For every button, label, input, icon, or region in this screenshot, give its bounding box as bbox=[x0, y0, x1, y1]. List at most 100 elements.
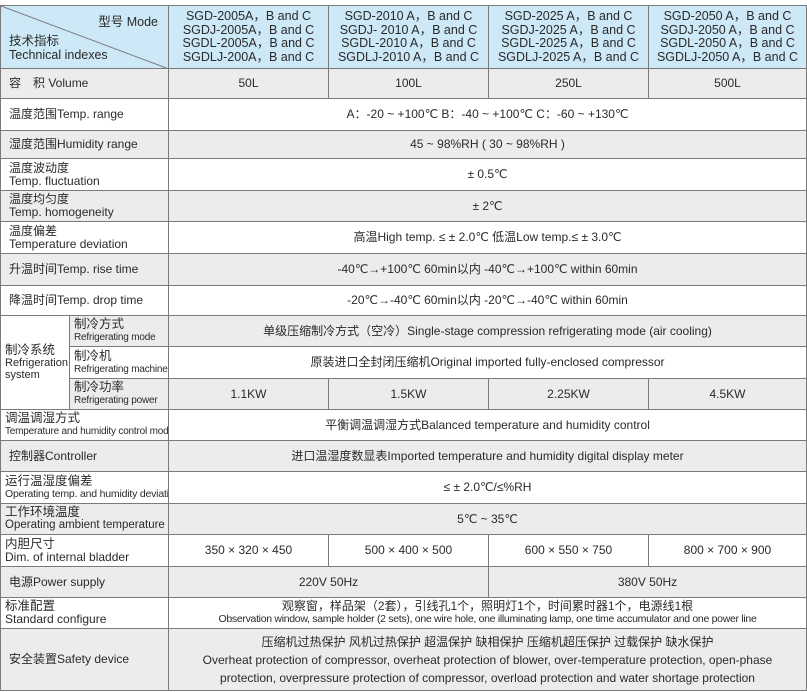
row-drop-time: 降温时间Temp. drop time -20℃→-40℃ 60min以内 -2… bbox=[0, 285, 807, 316]
table-cell: 调温调湿方式 Temperature and humidity control m… bbox=[0, 409, 169, 441]
rows-standard-config-value-zh: 观察窗，样品架（2套），引线孔1个，照明灯1个，时间累时器1个，电源线1根 bbox=[281, 599, 694, 613]
header-models-1-2: SGDL-2010 A，B and C bbox=[341, 36, 476, 50]
model-column-4: SGD-2050 A，B and C SGDJ-2050 A，B and C SGD… bbox=[648, 5, 807, 69]
rows-refrigeration-power-label-en: Refrigerating power bbox=[74, 395, 158, 406]
rows-volume-values-2: 250L bbox=[488, 68, 649, 99]
rows-temp-range-value: A：-20 ~ +100℃ B：-40 ~ +100℃ C：-60 ~ +130… bbox=[168, 98, 807, 131]
header-models-3-1: SGDJ-2050 A，B and C bbox=[660, 22, 795, 37]
rows-volume-values-1: 100L bbox=[328, 68, 489, 99]
row-operating-deviation: 运行温湿度偏差 Operating temp. and humidity devi… bbox=[0, 471, 807, 504]
row-power-supply: 电源Power supply 220V 50Hz 380V 50Hz bbox=[0, 566, 807, 598]
rows-standard-config-value-en: Observation window, sample holder (2 set… bbox=[218, 613, 757, 625]
row-refrigerating-power: 制冷功率 Refrigerating power 1.1KW 1.5KW 2.25… bbox=[1, 378, 807, 410]
rows-refrigeration-power-label-zh: 制冷功率 bbox=[74, 380, 125, 394]
row-bladder: 内胆尺寸 Dim. of internal bladder 350 × 320 ×… bbox=[0, 534, 807, 567]
rows-temp-deviation-label-en: Temperature deviation bbox=[9, 236, 128, 251]
rows-refrigeration-machine-value: 原装进口全封闭压缩机Original imported fully-enclos… bbox=[168, 346, 807, 379]
rows-refrigeration-machine-label-en: Refrigerating machine bbox=[74, 363, 168, 375]
rows-bladder-values-1: 500 × 400 × 500 bbox=[328, 534, 489, 567]
rows-humidity-range-value: 45 ~ 98%RH ( 30 ~ 98%RH ) bbox=[168, 130, 807, 159]
rows-temp-deviation-value: 高温High temp. ≤ ± 2.0℃ 低温Low temp.≤ ± 3.0… bbox=[168, 221, 807, 254]
header-models-0-3: SGDLJ-200A，B and C bbox=[182, 49, 315, 64]
refrigeration-system-label: 制冷系统 Refrigeration system bbox=[0, 315, 70, 410]
table-cell: 压缩机过热保护 风机过热保护 超温保护 缺相保护 压缩机超压保护 过载保护 缺水… bbox=[168, 628, 807, 691]
header-corner: 型号 Mode 技术指标 Technical indexes bbox=[0, 5, 169, 69]
row-rise-time: 升温时间Temp. rise time -40℃→+100℃ 60min以内 -… bbox=[0, 253, 807, 286]
header-models-1-3: SGDLJ-2010 A，B and C bbox=[337, 49, 480, 64]
header-models-0-1: SGDJ-2005A，B and C bbox=[182, 22, 315, 37]
header-models-1-1: SGDJ- 2010 A，B and C bbox=[339, 22, 478, 37]
rows-ambient-temp-label-zh: 工作环境温度 bbox=[5, 505, 81, 519]
rows-control-mode-value: 平衡调温调湿方式Balanced temperature and humidit… bbox=[168, 409, 807, 441]
rows-volume-values-0: 50L bbox=[168, 68, 329, 99]
rows-temp-deviation-label-zh: 温度偏差 bbox=[9, 223, 58, 238]
rows-drop-time-label: 降温时间Temp. drop time bbox=[0, 285, 169, 316]
rows-temp-homogeneity-label-en: Temp. homogeneity bbox=[9, 205, 114, 219]
table-cell: 温度波动度 Temp. fluctuation bbox=[0, 158, 169, 191]
rows-refrigeration-power-values-2: 2.25KW bbox=[488, 378, 649, 410]
rows-temp-homogeneity-value: ± 2℃ bbox=[168, 190, 807, 222]
row-standard-config: 标准配置 Standard configure 观察窗，样品架（2套），引线孔1个… bbox=[0, 597, 807, 629]
rows-standard-config-label-zh: 标准配置 bbox=[5, 599, 56, 613]
rows-operating-deviation-value: ≤ ± 2.0℃/≤%RH bbox=[168, 471, 807, 504]
mode-label: 型号 Mode bbox=[98, 15, 158, 29]
rows-bladder-values-2: 600 × 550 × 750 bbox=[488, 534, 649, 567]
row-safety: 安全装置Safety device 压缩机过热保护 风机过热保护 超温保护 缺相… bbox=[0, 628, 807, 691]
rows-power-supply-label: 电源Power supply bbox=[0, 566, 169, 598]
header-models-3-3: SGDLJ-2050 A，B and C bbox=[656, 49, 799, 64]
rows-operating-deviation-label-en: Operating temp. and humidity deviation bbox=[5, 487, 169, 500]
rows-rise-time-value: -40℃→+100℃ 60min以内 -40℃→+100℃ within 60m… bbox=[168, 253, 807, 286]
header-models-3-2: SGDL-2050 A，B and C bbox=[660, 36, 795, 50]
rows-volume-values-3: 500L bbox=[648, 68, 807, 99]
row-ambient-temp: 工作环境温度 Operating ambient temperature 5℃ ~… bbox=[0, 503, 807, 535]
rows-temp-fluctuation-value: ± 0.5℃ bbox=[168, 158, 807, 191]
rows-refrigeration-machine-label-zh: 制冷机 bbox=[74, 348, 112, 363]
row-humidity-range: 湿度范围Humidity range 45 ~ 98%RH ( 30 ~ 98%… bbox=[0, 130, 807, 159]
rows-bladder-values-0: 350 × 320 × 450 bbox=[168, 534, 329, 567]
index-label-en: Technical indexes bbox=[9, 48, 108, 62]
rows-temp-fluctuation-label-zh: 温度波动度 bbox=[9, 160, 70, 175]
table-cell: 观察窗，样品架（2套），引线孔1个，照明灯1个，时间累时器1个，电源线1根 Obs… bbox=[168, 597, 807, 629]
rows-refrigeration-power-values-0: 1.1KW bbox=[168, 378, 329, 410]
rows-refrigeration-power-values-1: 1.5KW bbox=[328, 378, 489, 410]
header-models-2-0: SGD-2025 A，B and C bbox=[504, 9, 633, 23]
rows-drop-time-value: -20℃→-40℃ 60min以内 -20℃→-40℃ within 60min bbox=[168, 285, 807, 316]
rows-refrigeration-label-zh: 制冷系统 bbox=[5, 343, 56, 357]
rows-humidity-range-label: 湿度范围Humidity range bbox=[0, 130, 169, 159]
row-refrigerating-machine: 制冷机 Refrigerating machine 原装进口全封闭压缩机Origi… bbox=[1, 346, 807, 379]
model-column-3: SGD-2025 A，B and C SGDJ-2025 A，B and C SGD… bbox=[488, 5, 649, 69]
rows-power-supply-values-0: 220V 50Hz bbox=[168, 566, 489, 598]
row-refrigerating-mode: 制冷系统 Refrigeration system 制冷方式 Refrigerati… bbox=[0, 315, 807, 410]
rows-ambient-temp-label-en: Operating ambient temperature bbox=[5, 519, 165, 531]
table-cell: 温度均匀度 Temp. homogeneity bbox=[0, 190, 169, 222]
table-cell: 制冷功率 Refrigerating power bbox=[69, 378, 169, 410]
model-column-2: SGD-2010 A，B and C SGDJ- 2010 A，B and C SG… bbox=[328, 5, 489, 69]
table-cell: 内胆尺寸 Dim. of internal bladder bbox=[0, 534, 169, 567]
table-cell: 运行温湿度偏差 Operating temp. and humidity devi… bbox=[0, 471, 169, 504]
header-models-0-2: SGDL-2005A，B and C bbox=[182, 36, 315, 50]
table-cell: 温度偏差 Temperature deviation bbox=[0, 221, 169, 254]
index-label-zh: 技术指标 bbox=[9, 34, 60, 48]
table-cell: 标准配置 Standard configure bbox=[0, 597, 169, 629]
header-models-2-2: SGDL-2025 A，B and C bbox=[501, 36, 636, 50]
row-control-mode: 调温调湿方式 Temperature and humidity control m… bbox=[0, 409, 807, 441]
rows-safety-value-en-2: protection, overpressure protection of c… bbox=[220, 670, 755, 685]
rows-temp-fluctuation-label-en: Temp. fluctuation bbox=[9, 173, 100, 188]
header-models-0-0: SGD-2005A，B and C bbox=[185, 9, 312, 23]
rows-safety-label: 安全装置Safety device bbox=[0, 628, 169, 691]
rows-refrigeration-mode-label-en: Refrigerating mode bbox=[74, 332, 156, 343]
rows-refrigeration-mode-value: 单级压缩制冷方式（空冷）Single-stage compression ref… bbox=[168, 315, 807, 347]
row-controller: 控制器Controller 进口温湿度数显表Imported temperatu… bbox=[0, 440, 807, 472]
rows-refrigeration-mode-label-zh: 制冷方式 bbox=[74, 317, 125, 331]
row-temp-homogeneity: 温度均匀度 Temp. homogeneity ± 2℃ bbox=[0, 190, 807, 222]
row-volume: 容 积 Volume 50L 100L 250L 500L bbox=[0, 68, 807, 99]
header-row: 型号 Mode 技术指标 Technical indexes SGD-2005A，… bbox=[0, 5, 807, 69]
row-temp-fluctuation: 温度波动度 Temp. fluctuation ± 0.5℃ bbox=[0, 158, 807, 191]
rows-temp-homogeneity-label-zh: 温度均匀度 bbox=[9, 192, 70, 206]
table-cell: 制冷方式 Refrigerating mode bbox=[69, 315, 169, 347]
rows-controller-value: 进口温湿度数显表Imported temperature and humidit… bbox=[168, 440, 807, 472]
table-cell: 工作环境温度 Operating ambient temperature bbox=[0, 503, 169, 535]
rows-refrigeration-label-en: Refrigeration system bbox=[5, 357, 68, 381]
rows-operating-deviation-label-zh: 运行温湿度偏差 bbox=[5, 473, 93, 488]
rows-standard-config-label-en: Standard configure bbox=[5, 612, 107, 626]
